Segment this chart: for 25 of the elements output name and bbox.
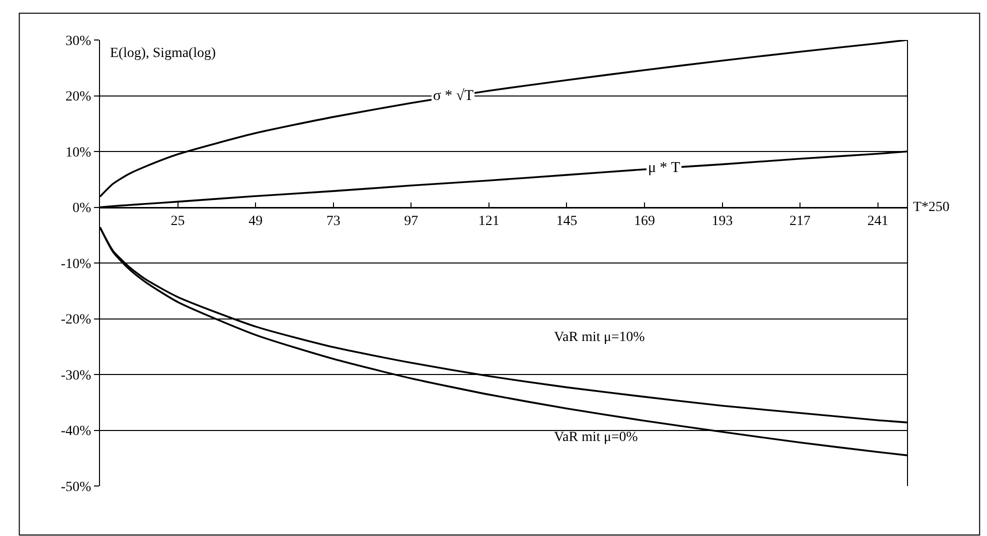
y-tick-label: -20% bbox=[60, 312, 92, 328]
annotation: E(log), Sigma(log) bbox=[110, 46, 216, 61]
y-tick-label: 10% bbox=[66, 145, 92, 160]
x-tick-label: 121 bbox=[478, 214, 500, 230]
y-tick-label: -10% bbox=[60, 256, 92, 272]
y-tick-label: 0% bbox=[72, 201, 92, 216]
y-tick-label: 20% bbox=[66, 90, 92, 105]
y-tick-label: 30% bbox=[66, 34, 92, 49]
annotation: σ * √T bbox=[433, 88, 474, 104]
x-tick-label: 217 bbox=[790, 214, 811, 230]
x-tick-label: 193 bbox=[712, 214, 733, 230]
annotation: VaR mit μ=10% bbox=[554, 330, 646, 345]
x-tick-label: 241 bbox=[867, 214, 888, 230]
x-tick-label: 49 bbox=[248, 214, 263, 230]
x-tick-label: 25 bbox=[170, 214, 185, 230]
x-tick-label: 73 bbox=[326, 214, 340, 230]
x-tick-label: 145 bbox=[556, 214, 578, 230]
y-tick-label: -40% bbox=[60, 424, 92, 440]
annotation: VaR mit μ=0% bbox=[554, 430, 638, 445]
x-tick-label: 169 bbox=[634, 214, 655, 230]
annotation: μ * T bbox=[648, 160, 680, 176]
y-tick-label: -30% bbox=[60, 368, 92, 384]
x-axis-title: T*250 bbox=[913, 200, 950, 215]
y-tick-label: -50% bbox=[60, 480, 92, 495]
x-tick-label: 97 bbox=[404, 214, 418, 230]
